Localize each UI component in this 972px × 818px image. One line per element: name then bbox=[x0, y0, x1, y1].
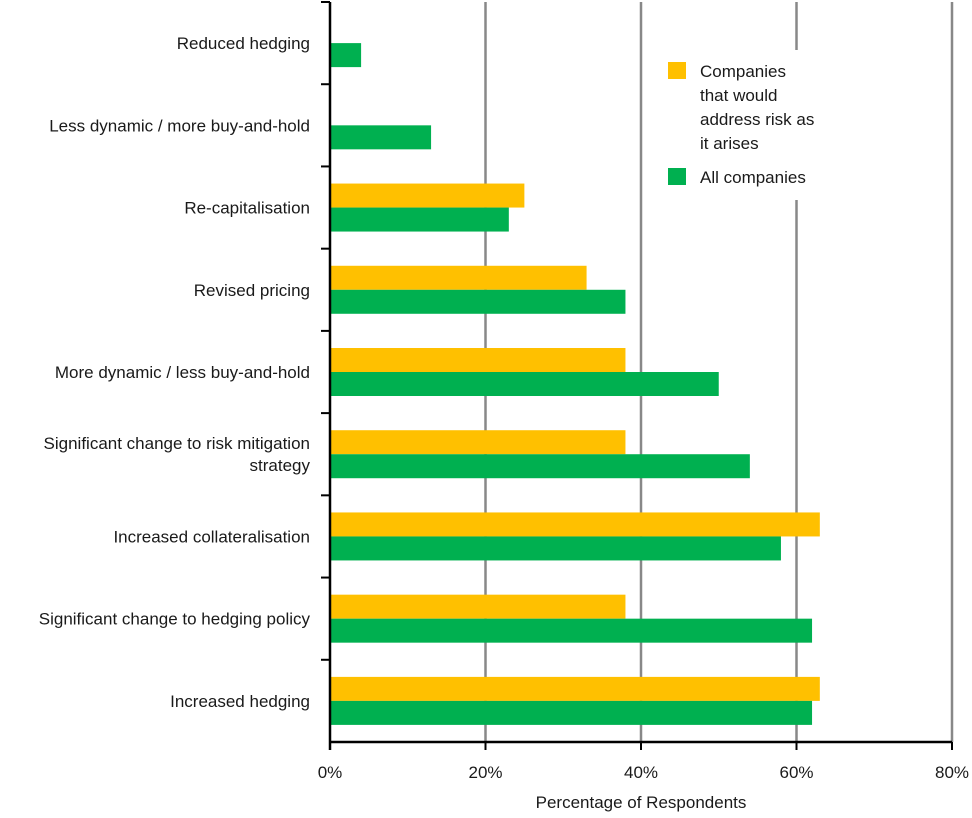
y-tick-label: Revised pricing bbox=[194, 281, 310, 300]
legend-swatch bbox=[668, 62, 686, 79]
y-tick-label: Increased hedging bbox=[170, 692, 310, 711]
y-tick-label: Reduced hedging bbox=[177, 34, 310, 53]
bar-address-risk bbox=[330, 430, 626, 455]
bar-address-risk bbox=[330, 676, 820, 701]
x-tick-label: 60% bbox=[779, 763, 813, 782]
bar-address-risk bbox=[330, 512, 820, 537]
bar-all-companies bbox=[330, 536, 781, 561]
bar-address-risk bbox=[330, 594, 626, 619]
legend-swatch bbox=[668, 168, 686, 185]
legend-label: that would bbox=[700, 86, 778, 105]
bar-address-risk bbox=[330, 265, 587, 290]
bar-address-risk bbox=[330, 183, 525, 208]
bar-all-companies bbox=[330, 454, 750, 479]
legend-label: address risk as bbox=[700, 110, 814, 129]
bar-all-companies bbox=[330, 618, 813, 643]
bar-all-companies bbox=[330, 43, 362, 68]
y-tick-label: strategy bbox=[250, 456, 311, 475]
legend-label: All companies bbox=[700, 168, 806, 187]
legend-label: Companies bbox=[700, 62, 786, 81]
bar-all-companies bbox=[330, 289, 626, 314]
y-tick-label: Significant change to risk mitigation bbox=[44, 434, 310, 453]
legend-label: it arises bbox=[700, 134, 759, 153]
y-tick-label: Less dynamic / more buy-and-hold bbox=[49, 116, 310, 135]
legend-background bbox=[655, 50, 845, 200]
y-tick-label: More dynamic / less buy-and-hold bbox=[55, 363, 310, 382]
x-tick-label: 20% bbox=[468, 763, 502, 782]
bar-all-companies bbox=[330, 372, 719, 396]
bar-all-companies bbox=[330, 207, 509, 232]
y-tick-label: Significant change to hedging policy bbox=[39, 610, 311, 629]
x-tick-label: 80% bbox=[935, 763, 969, 782]
y-tick-label: Increased collateralisation bbox=[113, 527, 310, 546]
bar-all-companies bbox=[330, 700, 813, 725]
bar-all-companies bbox=[330, 125, 432, 150]
y-tick-label: Re-capitalisation bbox=[184, 199, 310, 218]
bar-address-risk bbox=[330, 348, 626, 372]
x-axis-label: Percentage of Respondents bbox=[536, 793, 747, 812]
x-tick-label: 0% bbox=[318, 763, 343, 782]
x-tick-label: 40% bbox=[624, 763, 658, 782]
